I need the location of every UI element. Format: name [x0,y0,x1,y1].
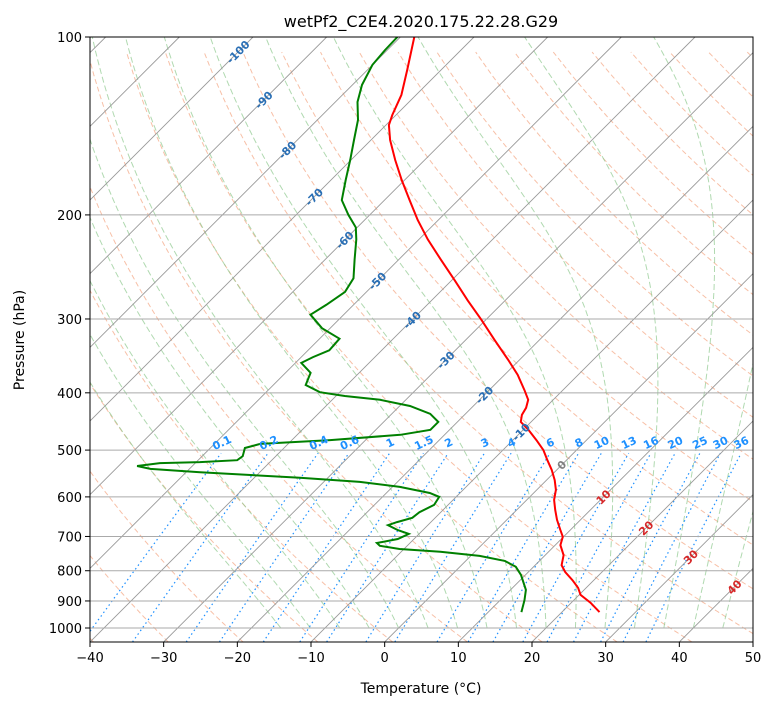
isotherm-label: 20 [636,518,656,538]
dry-adiabat-line [321,52,775,642]
dry-adiabat-line [49,52,468,642]
mixing-ratio-label: 30 [711,434,731,452]
mixing-ratio-label: 3 [479,435,491,450]
moist-adiabat-line [0,37,281,628]
x-tick-label: 10 [450,651,467,666]
mixing-ratio-line [601,453,700,642]
isotherm-label: -40 [401,308,424,331]
chart-title: wetPf2_C2E4.2020.175.22.28.G29 [284,12,558,32]
temperature-profile-line [389,37,600,612]
y-tick-label: 400 [57,387,82,402]
moist-adiabat-line [38,37,370,628]
mixing-ratio-label: 2 [443,435,455,450]
y-tick-label: 100 [57,31,82,46]
y-tick-label: 700 [57,530,82,545]
mixing-ratio-line [219,453,349,642]
isotherm-label: -100 [224,38,253,67]
background-lines [0,37,775,642]
y-tick-label: 500 [57,444,82,459]
mixing-ratio-line [623,453,720,642]
x-tick-label: 0 [381,651,389,666]
dry-adiabat-line [10,52,393,642]
mixing-ratio-label: 16 [641,434,661,452]
isotherm-line [532,37,775,642]
mixing-ratio-label: 10 [592,434,612,452]
isotherm-label: -50 [366,269,389,292]
dry-adiabat-line [282,52,775,642]
dry-adiabat-line [359,52,775,642]
x-tick-label: −40 [76,651,103,666]
y-tick-label: 800 [57,565,82,580]
isotherm-label: -70 [303,185,326,208]
x-tick-label: 40 [671,651,688,666]
isotherm-label: -80 [276,138,299,161]
isotherm-line [0,37,253,642]
y-axis-label: Pressure (hPa) [12,290,28,390]
isotherm-label: -60 [333,228,356,251]
mixing-ratio-line [437,453,550,642]
x-tick-label: 30 [597,651,614,666]
moist-adiabat-line [333,37,576,628]
moist-adiabat-line [0,37,310,628]
isotherm-line [0,37,400,642]
mixing-ratio-label: 20 [666,434,686,452]
mixing-ratio-label: 6 [544,435,557,450]
isotherm-label: -90 [252,88,275,111]
y-tick-label: 900 [57,595,82,610]
isotherm-label: 40 [725,577,745,597]
dry-adiabat-line [0,52,243,642]
moist-adiabat-line [654,37,715,628]
x-tick-label: −20 [224,651,251,666]
x-axis-label: Temperature (°C) [360,681,482,697]
y-tick-label: 300 [57,313,82,328]
isotherm-line [90,37,695,642]
moist-adiabat-line [210,37,516,628]
y-tick-label: 600 [57,491,82,506]
isotherm-line [753,37,775,642]
y-tick-label: 1000 [49,622,82,637]
moist-adiabat-line [693,37,775,628]
x-tick-label: 50 [745,651,762,666]
x-tick-label: 20 [524,651,541,666]
dry-adiabat-line [165,52,692,642]
moist-adiabat-line [126,37,458,628]
isotherm-line [458,37,775,642]
isotherm-line [164,37,769,642]
mixing-ratio-label: 25 [690,434,709,452]
y-tick-label: 200 [57,209,82,224]
mixing-ratio-label: 1 [384,435,396,450]
mixing-ratio-line [646,453,741,642]
isotherm-line [0,37,548,642]
x-tick-label: −10 [297,651,324,666]
moist-adiabat-line [92,37,428,628]
isotherm-label: -30 [434,348,457,371]
mixing-ratio-line [263,453,389,642]
mixing-ratio-label: 36 [732,434,752,452]
x-tick-label: −30 [150,651,177,666]
mixing-ratio-line [493,453,601,642]
isotherm-line [16,37,621,642]
mixing-ratio-label: 13 [619,434,638,452]
dry-adiabat-line [747,52,775,642]
isotherm-line [0,37,474,642]
isotherm-label: -20 [473,383,496,406]
isotherm-label: 10 [594,487,614,507]
mixing-ratio-line [366,453,485,642]
mixing-ratio-line [186,453,318,642]
dry-adiabat-line [476,52,775,642]
